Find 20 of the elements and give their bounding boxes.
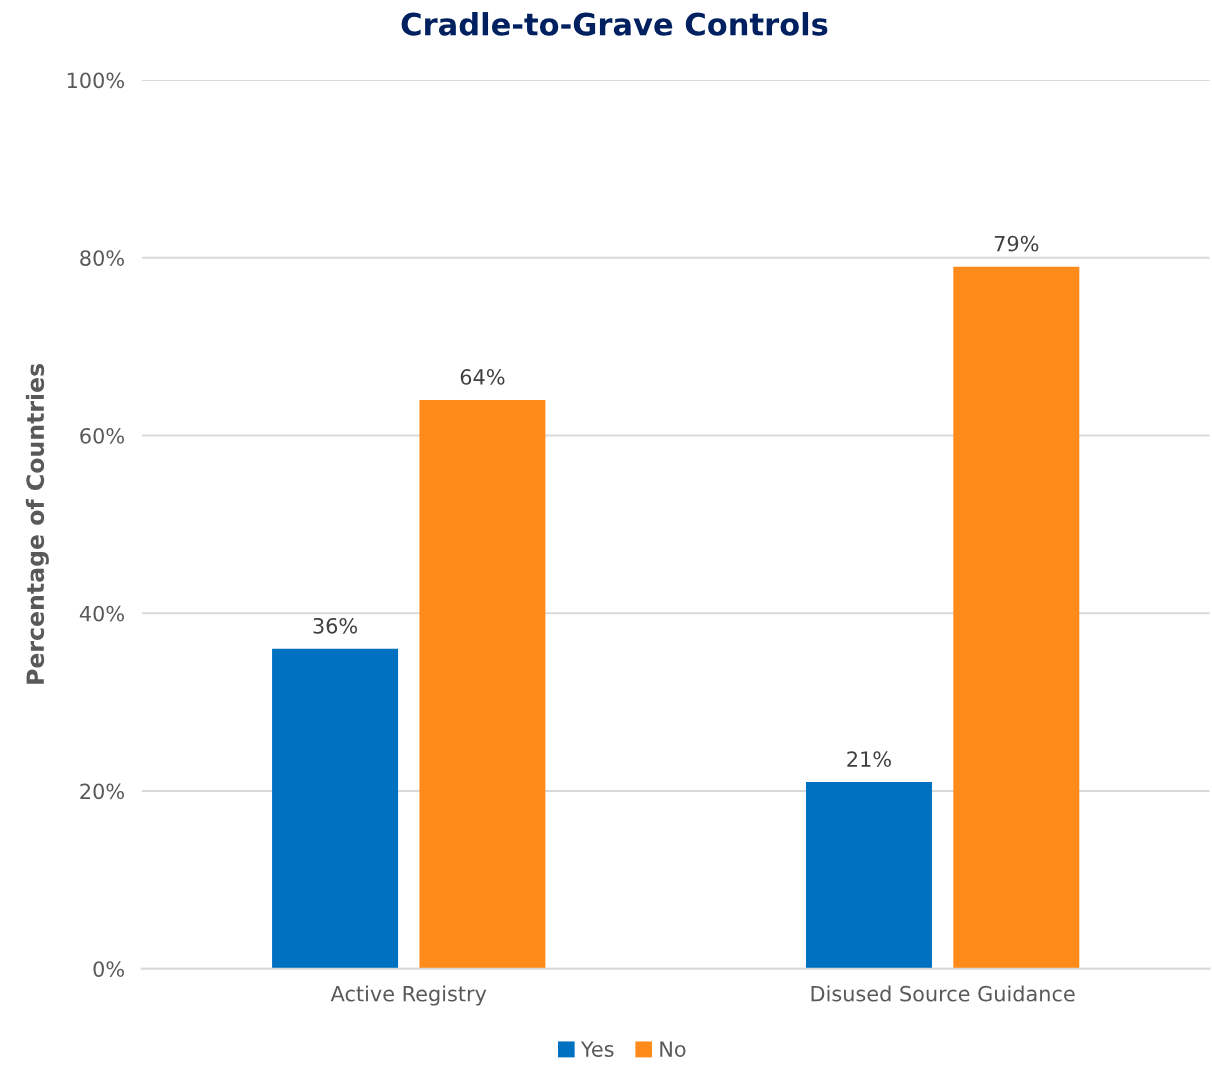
- y-tick-label: 20%: [80, 783, 124, 800]
- bar: [953, 266, 1080, 969]
- legend-label: Yes: [580, 1041, 614, 1057]
- y-tick-label: 40%: [79, 605, 124, 622]
- data-label: 64%: [460, 369, 505, 385]
- x-tick-label: Active Registry: [330, 985, 487, 1006]
- bar: [419, 399, 546, 969]
- data-label: 36%: [313, 617, 358, 634]
- y-tick-label: 60%: [80, 427, 124, 444]
- data-label: 21%: [847, 751, 891, 767]
- y-tick-label: 80%: [80, 250, 124, 266]
- x-tick-label: Disused Source Guidance: [811, 985, 1075, 1002]
- chart-title: Cradle-to-Grave Controls: [401, 12, 828, 36]
- bar: [272, 648, 399, 969]
- y-tick-label: 100%: [67, 72, 124, 89]
- data-label: 79%: [994, 235, 1039, 252]
- legend-label: No: [660, 1041, 686, 1057]
- y-axis-title: Percentage of Countries: [25, 363, 49, 684]
- y-tick-label: 0%: [93, 961, 124, 977]
- bar: [805, 782, 932, 969]
